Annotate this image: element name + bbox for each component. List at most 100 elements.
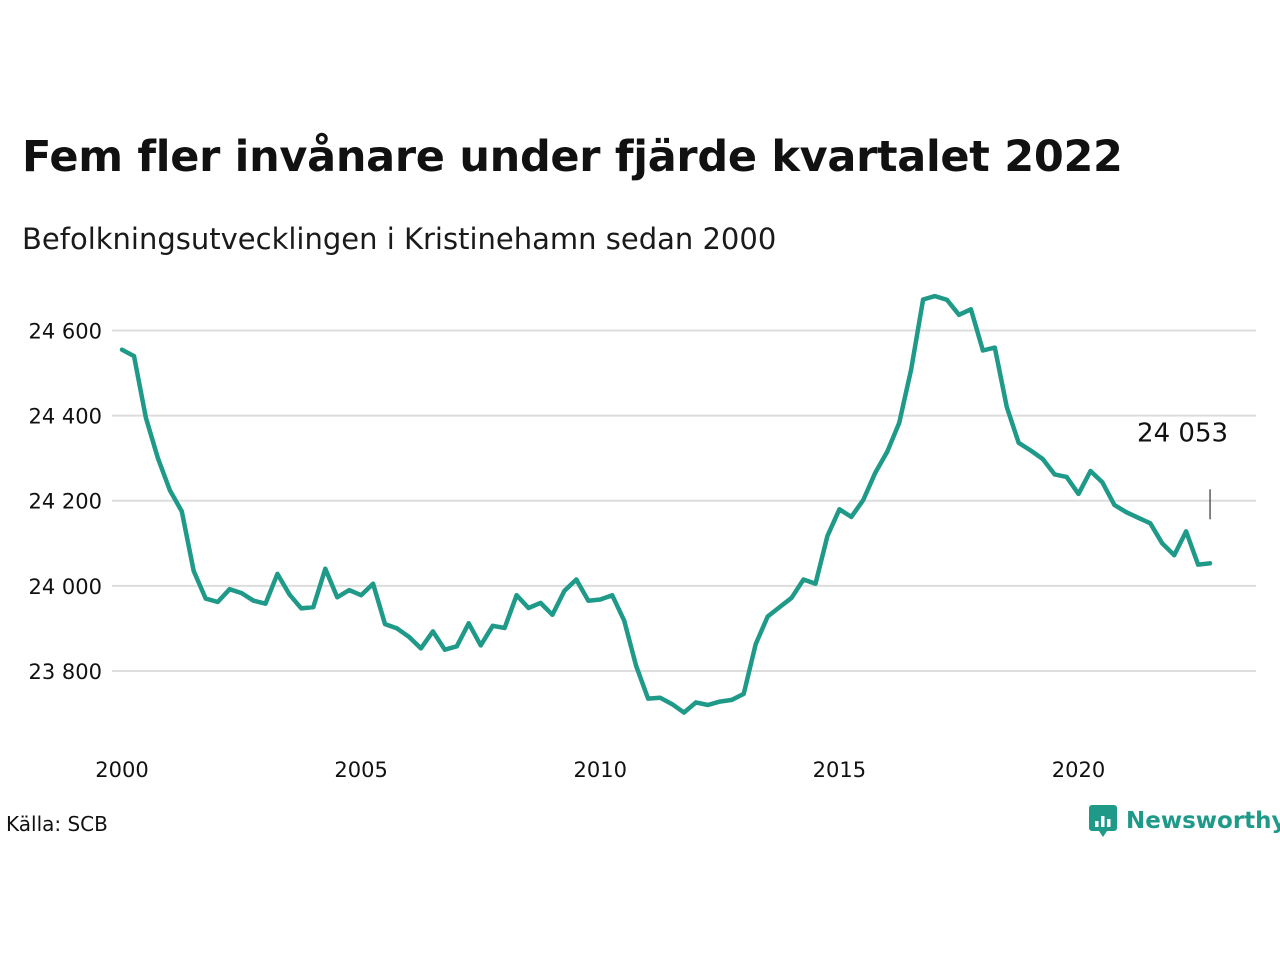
data-point: [335, 595, 340, 600]
data-point: [1016, 440, 1021, 445]
data-point: [538, 600, 543, 605]
data-point: [1172, 553, 1177, 558]
data-point: [155, 456, 160, 461]
data-point: [227, 587, 232, 592]
gridlines: [112, 329, 1256, 672]
data-point: [885, 449, 890, 454]
data-point: [813, 581, 818, 586]
data-point: [371, 581, 376, 586]
data-point: [909, 367, 914, 372]
last-value-label: 24 053: [1137, 418, 1228, 448]
data-point: [383, 622, 387, 627]
data-point: [717, 699, 722, 704]
data-point: [741, 691, 746, 696]
data-point: [801, 577, 806, 582]
data-point: [167, 488, 172, 493]
series-points: [120, 294, 1212, 715]
data-point: [120, 347, 124, 352]
data-point: [945, 297, 949, 302]
data-point: [789, 595, 794, 600]
data-point: [705, 703, 710, 707]
data-point: [179, 509, 184, 514]
y-tick-label: 24 400: [29, 405, 102, 429]
data-point: [347, 588, 352, 593]
data-point: [263, 601, 268, 606]
data-point: [203, 596, 208, 601]
source-note: Källa: SCB: [6, 812, 108, 836]
chart-title: Fem fler invånare under fjärde kvartalet…: [22, 132, 1123, 182]
data-point: [634, 663, 639, 668]
data-point: [418, 646, 423, 651]
data-point: [957, 312, 961, 317]
data-point: [466, 621, 471, 626]
data-point: [729, 697, 734, 702]
data-point: [323, 566, 328, 571]
data-point: [849, 514, 854, 519]
x-axis-ticks: 2000 2005 2010 2015 2020: [95, 758, 1105, 782]
data-point: [693, 700, 698, 705]
x-tick-label: 2000: [95, 758, 148, 782]
data-point: [490, 623, 495, 628]
data-point: [670, 702, 674, 707]
data-point: [873, 470, 878, 475]
data-point: [682, 710, 686, 715]
data-point: [526, 606, 531, 610]
data-point: [1100, 480, 1105, 485]
x-tick-label: 2015: [813, 758, 866, 782]
data-point: [610, 593, 615, 598]
data-point: [921, 297, 926, 302]
data-point: [753, 642, 758, 647]
data-point: [1148, 521, 1153, 526]
data-point: [442, 647, 447, 652]
data-point: [598, 597, 603, 602]
data-point: [299, 606, 304, 611]
data-point: [430, 629, 435, 634]
data-point: [514, 593, 519, 598]
data-point: [1052, 472, 1057, 477]
data-point: [1112, 503, 1117, 507]
data-point: [478, 643, 483, 648]
data-point: [287, 592, 292, 597]
data-point: [658, 695, 662, 700]
y-tick-label: 23 800: [29, 660, 102, 684]
data-point: [502, 626, 507, 630]
data-point: [897, 420, 902, 425]
brand-name: Newsworthy: [1126, 808, 1280, 834]
y-tick-label: 24 200: [29, 490, 102, 514]
data-point: [1136, 515, 1141, 520]
data-point: [1208, 561, 1212, 566]
data-point: [359, 593, 364, 598]
y-axis-ticks: 23 800 24 000 24 200 24 400 24 600: [29, 320, 102, 684]
data-point: [1160, 541, 1165, 546]
data-point: [550, 612, 555, 617]
data-point: [825, 534, 830, 539]
data-point: [191, 569, 196, 573]
x-tick-label: 2020: [1052, 758, 1105, 782]
chart-subtitle: Befolkningsutvecklingen i Kristinehamn s…: [22, 222, 777, 256]
data-point: [562, 588, 567, 593]
data-point: [275, 571, 280, 576]
data-point: [861, 497, 866, 502]
data-point: [1088, 469, 1093, 473]
y-tick-label: 24 000: [29, 575, 102, 599]
data-point: [1064, 474, 1069, 479]
y-tick-label: 24 600: [29, 320, 102, 344]
data-point: [586, 598, 591, 603]
data-point: [239, 591, 244, 596]
x-tick-label: 2010: [574, 758, 627, 782]
data-point: [1124, 510, 1129, 515]
x-tick-label: 2005: [334, 758, 387, 782]
data-point: [215, 600, 220, 604]
data-point: [968, 307, 973, 312]
data-point: [251, 598, 256, 603]
data-point: [1184, 529, 1189, 534]
data-point: [574, 577, 579, 582]
data-point: [980, 348, 985, 353]
data-point: [1028, 448, 1033, 453]
data-point: [143, 415, 148, 420]
data-point: [646, 696, 651, 701]
newsworthy-logo-icon: [1089, 805, 1117, 837]
data-point: [1040, 457, 1045, 461]
data-point: [837, 507, 842, 512]
